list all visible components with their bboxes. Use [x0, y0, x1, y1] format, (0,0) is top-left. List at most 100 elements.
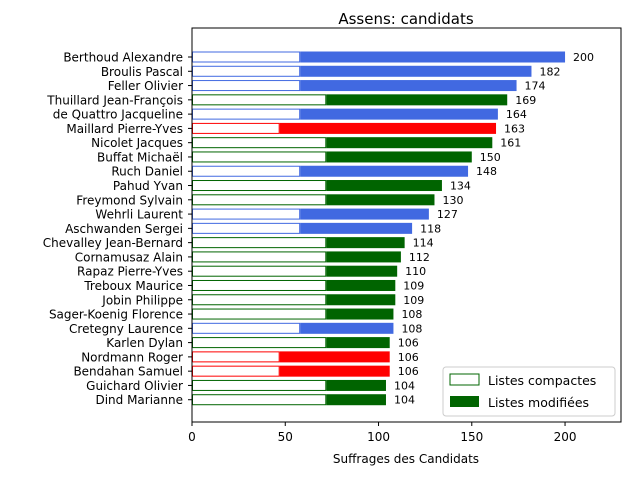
bar-modifiees-sager-koenig-florence — [326, 308, 394, 320]
bar-modifiees-jobin-philippe — [326, 294, 396, 306]
category-label-feller-olivier: Feller Olivier — [108, 79, 183, 93]
category-label-wehrli-laurent: Wehrli Laurent — [95, 208, 183, 222]
value-label-nicolet-jacques: 161 — [500, 137, 521, 150]
category-label-bendahan-samuel: Bendahan Samuel — [73, 365, 183, 379]
category-label-de-quattro-jacqueline: de Quattro Jacqueline — [53, 108, 183, 122]
value-label-nordmann-roger: 106 — [398, 351, 419, 364]
bar-modifiees-wehrli-laurent — [300, 208, 429, 220]
bar-compactes-rapaz-pierre-yves — [192, 265, 327, 277]
bar-compactes-maillard-pierre-yves — [192, 122, 280, 134]
legend-swatch-modifiees — [450, 396, 479, 407]
legend-label-modifiees: Listes modifiées — [488, 395, 589, 410]
value-label-maillard-pierre-yves: 163 — [504, 122, 525, 135]
legend-label-compactes: Listes compactes — [488, 373, 596, 388]
category-label-cretegny-laurence: Cretegny Laurence — [69, 322, 183, 336]
bar-compactes-bendahan-samuel — [192, 365, 280, 377]
category-label-nordmann-roger: Nordmann Roger — [81, 350, 183, 364]
value-label-wehrli-laurent: 127 — [437, 208, 458, 221]
category-label-ruch-daniel: Ruch Daniel — [111, 165, 183, 179]
bar-modifiees-nordmann-roger — [279, 351, 390, 363]
bar-modifiees-bendahan-samuel — [279, 365, 390, 377]
chart-title: Assens: candidats — [338, 10, 473, 28]
value-label-berthoud-alexandre: 200 — [573, 51, 594, 64]
category-label-maillard-pierre-yves: Maillard Pierre-Yves — [66, 122, 183, 136]
bar-modifiees-chevalley-jean-bernard — [326, 237, 405, 249]
bar-compactes-buffat-michael — [192, 151, 327, 163]
category-label-dind-marianne: Dind Marianne — [95, 393, 183, 407]
category-label-broulis-pascal: Broulis Pascal — [101, 65, 183, 79]
bar-modifiees-aschwanden-sergei — [300, 222, 413, 234]
bar-modifiees-treboux-maurice — [326, 279, 396, 291]
category-label-chevalley-jean-bernard: Chevalley Jean-Bernard — [43, 236, 183, 250]
value-label-de-quattro-jacqueline: 164 — [506, 108, 527, 121]
bar-compactes-broulis-pascal — [192, 65, 301, 77]
category-label-buffat-michael: Buffat Michaël — [97, 150, 183, 164]
bar-compactes-chevalley-jean-bernard — [192, 237, 327, 249]
value-label-freymond-sylvain: 130 — [442, 194, 463, 207]
category-label-berthoud-alexandre: Berthoud Alexandre — [63, 51, 183, 65]
bar-compactes-freymond-sylvain — [192, 194, 327, 206]
bar-modifiees-nicolet-jacques — [326, 137, 493, 149]
x-axis-label: Suffrages des Candidats — [333, 452, 479, 466]
bar-modifiees-karlen-dylan — [326, 337, 390, 349]
category-label-treboux-maurice: Treboux Maurice — [83, 279, 183, 293]
bar-compactes-treboux-maurice — [192, 279, 327, 291]
value-label-jobin-philippe: 109 — [403, 294, 424, 307]
category-label-karlen-dylan: Karlen Dylan — [106, 336, 183, 350]
category-label-aschwanden-sergei: Aschwanden Sergei — [65, 222, 183, 236]
bar-modifiees-thuillard-jean-francois — [326, 94, 508, 106]
bars-layer — [192, 51, 566, 406]
legend-box — [442, 366, 616, 417]
bar-compactes-ruch-daniel — [192, 165, 301, 177]
bar-modifiees-pahud-yvan — [326, 180, 442, 192]
bar-compactes-karlen-dylan — [192, 337, 327, 349]
x-tick-label-100: 100 — [367, 430, 390, 444]
category-label-sager-koenig-florence: Sager-Koenig Florence — [49, 308, 183, 322]
bar-compactes-cretegny-laurence — [192, 322, 301, 334]
bar-modifiees-freymond-sylvain — [326, 194, 435, 206]
bar-modifiees-berthoud-alexandre — [300, 51, 566, 63]
category-label-rapaz-pierre-yves: Rapaz Pierre-Yves — [77, 265, 183, 279]
bar-compactes-nicolet-jacques — [192, 137, 327, 149]
bar-modifiees-feller-olivier — [300, 80, 517, 92]
legend: Listes compactes Listes modifiées — [442, 366, 616, 417]
x-tick-label-50: 50 — [278, 430, 293, 444]
value-label-cretegny-laurence: 108 — [401, 322, 422, 335]
bar-compactes-wehrli-laurent — [192, 208, 301, 220]
value-label-buffat-michael: 150 — [480, 151, 501, 164]
value-label-sager-koenig-florence: 108 — [401, 308, 422, 321]
value-label-bendahan-samuel: 106 — [398, 365, 419, 378]
bar-modifiees-de-quattro-jacqueline — [300, 108, 498, 120]
value-label-thuillard-jean-francois: 169 — [515, 94, 536, 107]
bar-compactes-aschwanden-sergei — [192, 222, 301, 234]
bar-modifiees-broulis-pascal — [300, 65, 532, 77]
bar-compactes-jobin-philippe — [192, 294, 327, 306]
bar-compactes-guichard-olivier — [192, 379, 327, 391]
category-label-jobin-philippe: Jobin Philippe — [101, 293, 183, 307]
category-label-cornamusaz-alain: Cornamusaz Alain — [75, 250, 183, 264]
plot-frame — [191, 27, 622, 423]
category-label-nicolet-jacques: Nicolet Jacques — [91, 136, 183, 150]
value-label-chevalley-jean-bernard: 114 — [413, 237, 434, 250]
category-label-pahud-yvan: Pahud Yvan — [113, 179, 183, 193]
x-tick-label-200: 200 — [554, 430, 577, 444]
value-label-cornamusaz-alain: 112 — [409, 251, 430, 264]
category-label-thuillard-jean-francois: Thuillard Jean-François — [46, 93, 183, 107]
bar-modifiees-cretegny-laurence — [300, 322, 394, 334]
bar-compactes-dind-marianne — [192, 394, 327, 406]
bar-compactes-berthoud-alexandre — [192, 51, 301, 63]
x-tick-label-0: 0 — [188, 430, 196, 444]
bar-modifiees-buffat-michael — [326, 151, 472, 163]
bar-modifiees-maillard-pierre-yves — [279, 122, 497, 134]
value-label-pahud-yvan: 134 — [450, 180, 471, 193]
bar-compactes-thuillard-jean-francois — [192, 94, 327, 106]
bar-compactes-sager-koenig-florence — [192, 308, 327, 320]
legend-swatch-compactes — [449, 373, 480, 386]
value-label-rapaz-pierre-yves: 110 — [405, 265, 426, 278]
value-label-guichard-olivier: 104 — [394, 379, 415, 392]
bar-modifiees-guichard-olivier — [326, 379, 386, 391]
bar-compactes-cornamusaz-alain — [192, 251, 327, 263]
